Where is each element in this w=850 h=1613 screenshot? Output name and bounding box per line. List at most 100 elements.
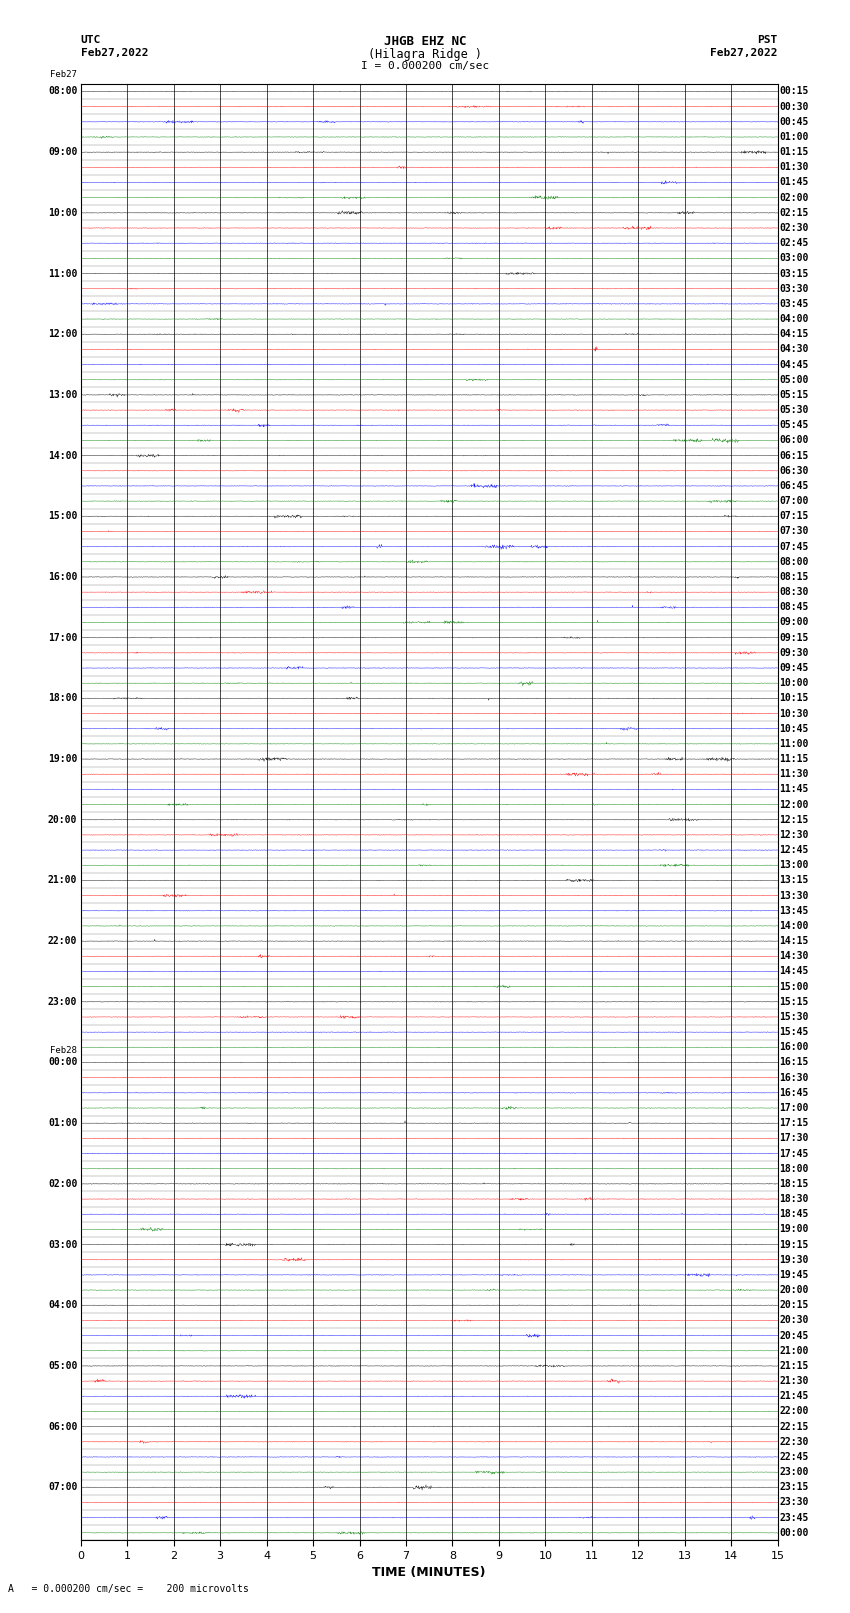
Text: 07:00: 07:00 [779, 497, 808, 506]
Text: 22:00: 22:00 [779, 1407, 808, 1416]
Text: 15:15: 15:15 [779, 997, 808, 1007]
Text: 16:00: 16:00 [48, 573, 77, 582]
Text: I = 0.000200 cm/sec: I = 0.000200 cm/sec [361, 61, 489, 71]
Text: 19:15: 19:15 [779, 1239, 808, 1250]
Text: 08:00: 08:00 [48, 87, 77, 97]
Text: 00:00: 00:00 [779, 1528, 808, 1537]
Text: 01:45: 01:45 [779, 177, 808, 187]
Text: 00:45: 00:45 [779, 116, 808, 127]
Text: 16:15: 16:15 [779, 1058, 808, 1068]
Text: 09:00: 09:00 [779, 618, 808, 627]
Text: 04:00: 04:00 [779, 315, 808, 324]
Text: 22:45: 22:45 [779, 1452, 808, 1461]
Text: 13:15: 13:15 [779, 876, 808, 886]
Text: 04:00: 04:00 [48, 1300, 77, 1310]
Text: 12:30: 12:30 [779, 831, 808, 840]
Text: 04:15: 04:15 [779, 329, 808, 339]
Text: 20:00: 20:00 [48, 815, 77, 824]
Text: 10:00: 10:00 [48, 208, 77, 218]
Text: 05:00: 05:00 [779, 374, 808, 386]
Text: 20:15: 20:15 [779, 1300, 808, 1310]
Text: 16:30: 16:30 [779, 1073, 808, 1082]
Text: 11:15: 11:15 [779, 753, 808, 765]
Text: 08:00: 08:00 [779, 556, 808, 566]
Text: 12:00: 12:00 [48, 329, 77, 339]
Text: 08:30: 08:30 [779, 587, 808, 597]
Text: 02:30: 02:30 [779, 223, 808, 232]
Text: 13:00: 13:00 [48, 390, 77, 400]
Text: 14:00: 14:00 [48, 450, 77, 461]
Text: 23:00: 23:00 [779, 1468, 808, 1478]
Text: 07:45: 07:45 [779, 542, 808, 552]
Text: 14:15: 14:15 [779, 936, 808, 947]
Text: Feb27,2022: Feb27,2022 [81, 48, 148, 58]
Text: 05:30: 05:30 [779, 405, 808, 415]
Text: 01:15: 01:15 [779, 147, 808, 156]
Text: 01:00: 01:00 [48, 1118, 77, 1127]
Text: Feb27,2022: Feb27,2022 [711, 48, 778, 58]
Text: 23:00: 23:00 [48, 997, 77, 1007]
Text: 00:30: 00:30 [779, 102, 808, 111]
Text: 23:30: 23:30 [779, 1497, 808, 1508]
Text: 10:00: 10:00 [779, 677, 808, 689]
Text: 13:00: 13:00 [779, 860, 808, 871]
Text: 17:15: 17:15 [779, 1118, 808, 1127]
Text: 18:00: 18:00 [779, 1163, 808, 1174]
Text: 04:45: 04:45 [779, 360, 808, 369]
Text: 12:15: 12:15 [779, 815, 808, 824]
Text: 04:30: 04:30 [779, 345, 808, 355]
Text: 06:00: 06:00 [779, 436, 808, 445]
Text: 13:30: 13:30 [779, 890, 808, 900]
Text: 06:45: 06:45 [779, 481, 808, 490]
Text: 03:15: 03:15 [779, 268, 808, 279]
Text: 12:00: 12:00 [779, 800, 808, 810]
Text: 12:45: 12:45 [779, 845, 808, 855]
Text: 06:00: 06:00 [48, 1421, 77, 1432]
Text: 09:15: 09:15 [779, 632, 808, 642]
X-axis label: TIME (MINUTES): TIME (MINUTES) [372, 1566, 486, 1579]
Text: 19:30: 19:30 [779, 1255, 808, 1265]
Text: 11:00: 11:00 [779, 739, 808, 748]
Text: 18:45: 18:45 [779, 1210, 808, 1219]
Text: 06:15: 06:15 [779, 450, 808, 461]
Text: 17:30: 17:30 [779, 1134, 808, 1144]
Text: 22:30: 22:30 [779, 1437, 808, 1447]
Text: 10:15: 10:15 [779, 694, 808, 703]
Text: 11:30: 11:30 [779, 769, 808, 779]
Text: 07:30: 07:30 [779, 526, 808, 537]
Text: 09:00: 09:00 [48, 147, 77, 156]
Text: (Hilagra Ridge ): (Hilagra Ridge ) [368, 48, 482, 61]
Text: 21:15: 21:15 [779, 1361, 808, 1371]
Text: 20:30: 20:30 [779, 1316, 808, 1326]
Text: 23:45: 23:45 [779, 1513, 808, 1523]
Text: 08:45: 08:45 [779, 602, 808, 613]
Text: 11:00: 11:00 [48, 268, 77, 279]
Text: 09:45: 09:45 [779, 663, 808, 673]
Text: 21:30: 21:30 [779, 1376, 808, 1386]
Text: 03:45: 03:45 [779, 298, 808, 308]
Text: 19:00: 19:00 [48, 753, 77, 765]
Text: 09:30: 09:30 [779, 648, 808, 658]
Text: 16:45: 16:45 [779, 1087, 808, 1098]
Text: Feb28: Feb28 [50, 1045, 77, 1055]
Text: 18:00: 18:00 [48, 694, 77, 703]
Text: A   = 0.000200 cm/sec =    200 microvolts: A = 0.000200 cm/sec = 200 microvolts [8, 1584, 249, 1594]
Text: 10:45: 10:45 [779, 724, 808, 734]
Text: 02:00: 02:00 [779, 192, 808, 203]
Text: 20:00: 20:00 [779, 1286, 808, 1295]
Text: 18:30: 18:30 [779, 1194, 808, 1203]
Text: 02:45: 02:45 [779, 239, 808, 248]
Text: 01:30: 01:30 [779, 163, 808, 173]
Text: 14:00: 14:00 [779, 921, 808, 931]
Text: 23:15: 23:15 [779, 1482, 808, 1492]
Text: Feb27: Feb27 [50, 71, 77, 79]
Text: 01:00: 01:00 [779, 132, 808, 142]
Text: 21:00: 21:00 [48, 876, 77, 886]
Text: JHGB EHZ NC: JHGB EHZ NC [383, 35, 467, 48]
Text: 15:00: 15:00 [779, 982, 808, 992]
Text: 18:15: 18:15 [779, 1179, 808, 1189]
Text: 17:45: 17:45 [779, 1148, 808, 1158]
Text: 07:00: 07:00 [48, 1482, 77, 1492]
Text: 14:30: 14:30 [779, 952, 808, 961]
Text: 02:00: 02:00 [48, 1179, 77, 1189]
